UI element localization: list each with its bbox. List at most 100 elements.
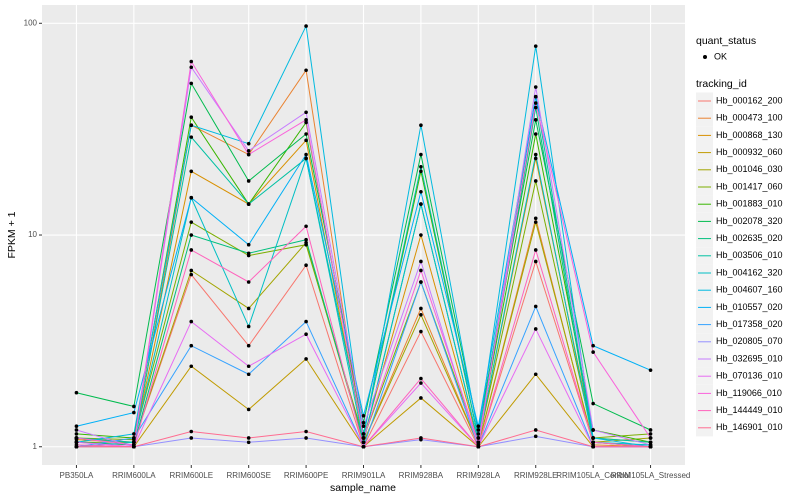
data-point [246,436,251,440]
data-point [246,306,251,311]
data-point [419,259,423,264]
data-point [648,436,653,440]
data-point [74,424,79,429]
legend-label: OK [714,51,727,61]
data-point [361,420,366,425]
legend-label: Hb_144449_010 [716,405,783,415]
data-point [246,343,251,348]
data-point [132,444,136,449]
data-point [304,224,308,229]
data-point [533,216,538,221]
data-point [533,132,538,136]
data-point [246,364,251,369]
data-point [74,428,79,432]
data-point [591,428,595,432]
data-point [304,436,308,440]
data-point [419,189,423,194]
data-point [304,332,308,337]
data-point [246,141,251,146]
data-point [246,152,251,157]
data-point [132,410,136,415]
data-point [361,414,366,418]
x-tick-label: RRIM600SE [226,471,270,480]
data-point [648,432,653,436]
legend-label: Hb_003506_010 [716,250,783,260]
legend-point [703,55,707,59]
data-point [74,444,79,449]
data-point [648,440,653,445]
data-point [419,396,423,400]
data-point [304,319,308,324]
data-point [419,306,423,311]
data-point [476,436,481,440]
data-point [304,242,308,247]
x-tick-label: RRIM901LA [342,471,386,480]
data-point [189,115,194,120]
data-point [533,118,538,122]
data-point [132,436,136,440]
x-tick-label: RRIM928LA [457,471,501,480]
data-point [132,432,136,436]
data-point [533,105,538,110]
data-point [419,169,423,174]
data-point [419,123,423,128]
data-point [304,68,308,73]
data-point [419,233,423,237]
data-point [533,428,538,432]
data-point [533,220,538,224]
data-point [419,329,423,334]
data-point [591,444,595,449]
data-point [419,268,423,273]
data-point [304,237,308,242]
data-point [246,179,251,183]
data-point [189,248,194,252]
data-point [533,85,538,89]
legend-label: Hb_001883_010 [716,199,783,209]
data-point [361,440,366,445]
data-point [591,350,595,354]
data-point [533,179,538,183]
data-point [189,65,194,70]
data-point [304,152,308,157]
data-point [189,319,194,324]
data-point [189,429,194,434]
data-point [189,233,194,237]
legend-label: Hb_032695_010 [716,353,783,363]
data-point [74,436,79,440]
data-point [189,135,194,139]
data-point [419,381,423,385]
data-point [361,436,366,440]
data-point [476,432,481,436]
legend-label: Hb_010557_020 [716,302,783,312]
legend-label: Hb_000868_130 [716,130,783,140]
data-point [189,59,194,64]
legend-label: Hb_002078_320 [716,216,783,226]
data-point [189,268,194,273]
data-point [533,434,538,439]
data-point [476,440,481,445]
legend-label: Hb_146901_010 [716,422,783,432]
data-point [304,24,308,28]
data-point [246,440,251,445]
data-point [74,390,79,395]
data-point [246,324,251,329]
x-tick-label: RRIM105LA_Stressed [611,471,691,480]
data-point [533,372,538,377]
x-tick-label: PB350LA [60,471,94,480]
legend-label: Hb_001046_030 [716,164,783,174]
data-point [189,123,194,128]
data-point [132,440,136,445]
data-point [419,376,423,381]
legend-label: Hb_004607_160 [716,285,783,295]
data-point [648,428,653,432]
data-point [304,357,308,361]
legend-label: Hb_004162_320 [716,267,783,277]
data-point [304,118,308,122]
data-point [533,156,538,161]
x-tick-label: RRIM600LA [112,471,156,480]
legend-title: quant_status [696,35,756,47]
legend-label: Hb_000932_060 [716,147,783,157]
data-point [419,152,423,157]
data-point [533,327,538,331]
